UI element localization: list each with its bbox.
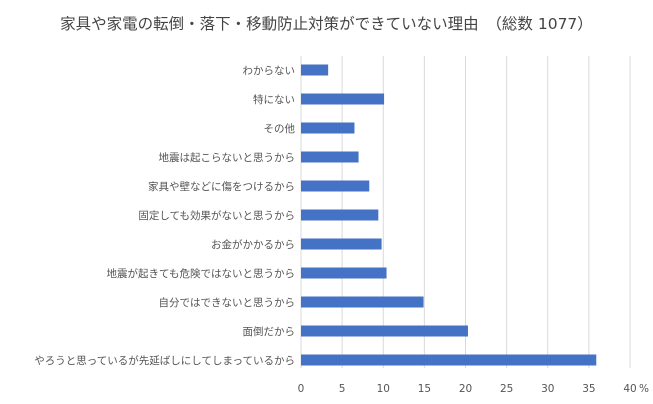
category-label: 家具や壁などに傷をつけるから: [148, 180, 295, 193]
bar: [301, 296, 424, 308]
category-label: 特にない: [253, 94, 295, 106]
bar: [301, 209, 379, 221]
category-label: 自分ではできないと思うから: [159, 296, 296, 309]
x-tick-label: 25: [500, 383, 513, 395]
category-label: 地震が起きても危険ではないと思うから: [107, 267, 295, 280]
category-label: お金がかかるから: [211, 238, 295, 251]
x-tick-label: 15: [418, 383, 431, 395]
bar: [301, 64, 329, 76]
bar: [301, 267, 387, 279]
bar: [301, 151, 359, 163]
category-label: 地震は起こらないと思うから: [159, 151, 296, 164]
x-tick-label: 10: [377, 383, 390, 395]
category-label: その他: [264, 122, 296, 135]
bar: [301, 238, 382, 250]
category-label: 固定しても効果がないと思うから: [138, 209, 295, 222]
bar: [301, 180, 370, 192]
category-label: 面倒だから: [243, 326, 296, 338]
x-tick-label: 20: [459, 383, 472, 395]
bar: [301, 354, 597, 366]
x-unit-label: %: [639, 383, 649, 395]
x-tick-label: 30: [541, 383, 554, 395]
x-tick-label: 40: [623, 383, 636, 395]
x-tick-label: 35: [582, 383, 595, 395]
chart-title: 家具や家電の転倒・落下・移動防止対策ができていない理由 （総数 1077）: [60, 15, 593, 33]
category-label: わからない: [243, 65, 296, 77]
x-tick-label: 5: [339, 383, 346, 395]
bar: [301, 93, 385, 105]
bar: [301, 122, 355, 134]
x-tick-label: 0: [298, 383, 305, 395]
bar: [301, 325, 468, 337]
category-label: やろうと思っているが先延ばしにしてしまっているから: [34, 354, 295, 367]
